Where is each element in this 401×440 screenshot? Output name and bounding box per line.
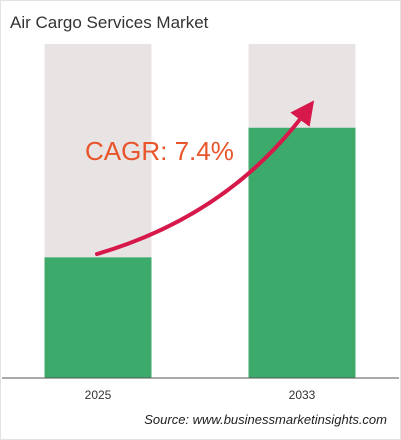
- x-tick-label-2033: 2033: [289, 388, 316, 402]
- source-note: Source: www.businessmarketinsights.com: [144, 412, 387, 427]
- chart-title: Air Cargo Services Market: [10, 13, 209, 32]
- bar-2025: [44, 257, 152, 378]
- x-tick-label-2025: 2025: [85, 388, 112, 402]
- bar-2033: [248, 127, 356, 378]
- cagr-label: CAGR: 7.4%: [85, 136, 234, 166]
- cagr-arrow: [95, 100, 315, 256]
